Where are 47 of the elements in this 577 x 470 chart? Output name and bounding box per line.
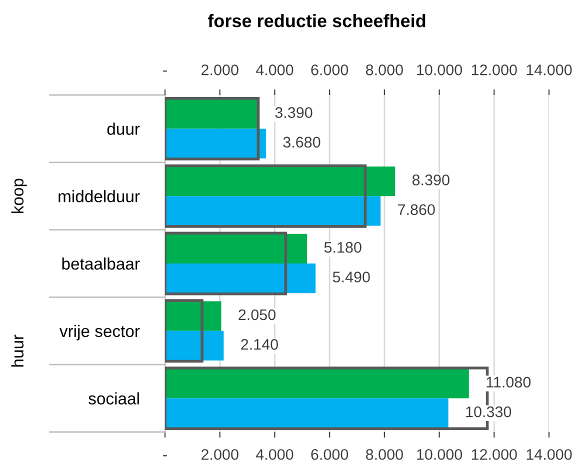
data-label: 2.140 <box>241 339 278 350</box>
bar <box>165 264 316 294</box>
bar <box>165 398 448 428</box>
x2-tick-label: 6.000 <box>311 64 348 76</box>
bar <box>165 164 367 228</box>
data-label: 3.390 <box>275 107 312 118</box>
data-label: 11.080 <box>486 376 531 388</box>
bar <box>165 196 381 226</box>
bar <box>165 299 204 363</box>
data-label: 3.680 <box>283 136 320 148</box>
data-label: 10.330 <box>466 406 512 418</box>
bar <box>165 99 258 129</box>
bar <box>165 234 308 264</box>
x-tick-label: 14.000 <box>526 449 572 460</box>
y-tick-label: sociaal <box>88 392 139 405</box>
data-label: 5.490 <box>332 272 370 282</box>
y-tick-label: vrije sector <box>59 324 140 340</box>
x-tick-label: 4.000 <box>256 449 294 460</box>
x2-tick-label: 2.000 <box>202 64 238 76</box>
y-tick-label: duur <box>107 122 140 135</box>
chart-title: forse reductie scheefheid <box>208 14 426 28</box>
x2-tick-label: - <box>163 70 167 72</box>
bar <box>165 128 266 158</box>
y-tick-label: betaalbaar <box>62 257 140 270</box>
bar <box>165 330 224 361</box>
data-label: 5.180 <box>324 242 362 253</box>
x2-tick-label: 4.000 <box>256 64 294 76</box>
data-label: 8.390 <box>412 174 450 186</box>
x-tick-label: 10.000 <box>417 449 462 460</box>
x2-tick-label: 12.000 <box>472 64 517 76</box>
bar <box>165 301 222 331</box>
y-tick-label: middelduur <box>58 190 140 202</box>
x2-tick-label: 14.000 <box>526 64 572 76</box>
x2-tick-label: 8.000 <box>366 64 403 76</box>
text: koop <box>11 178 27 214</box>
text: huur <box>11 334 24 367</box>
x2-tick-label: 10.000 <box>417 64 462 76</box>
x-tick-label: 2.000 <box>202 449 238 460</box>
data-label: 2.050 <box>238 309 276 320</box>
x-tick-label: 12.000 <box>472 449 517 460</box>
bar <box>165 368 469 398</box>
bar <box>165 166 396 196</box>
bar <box>165 96 260 160</box>
data-label: 7.860 <box>398 204 435 216</box>
x-tick-label: 6.000 <box>311 449 348 460</box>
x-tick-label: 8.000 <box>366 449 403 460</box>
bar <box>165 232 288 296</box>
